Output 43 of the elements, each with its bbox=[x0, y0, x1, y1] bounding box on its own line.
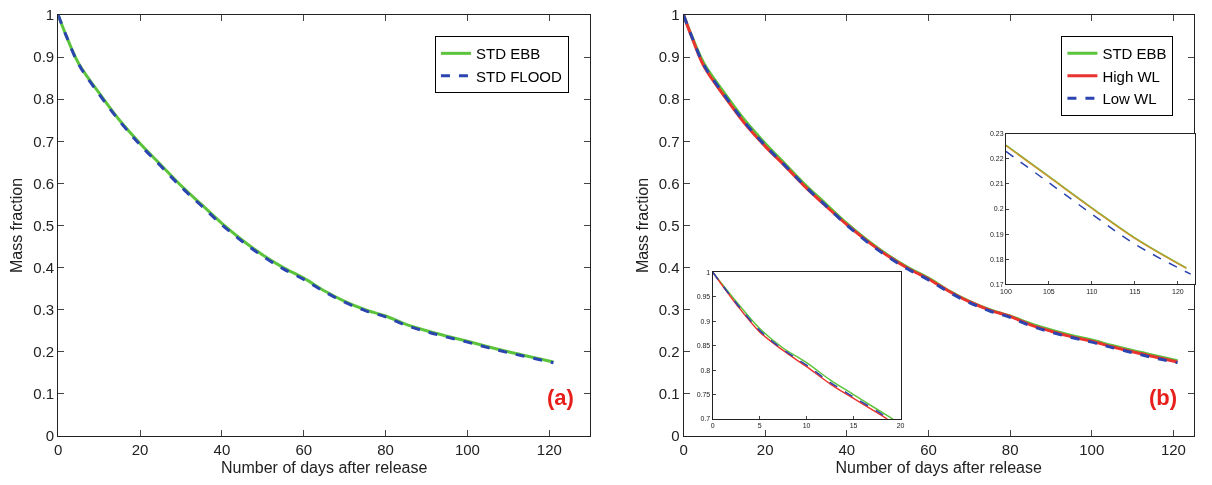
y-tick-label: 0.9 bbox=[658, 48, 680, 66]
x-tick-label: 60 bbox=[920, 441, 937, 459]
y-tick-label: 0.9 bbox=[33, 48, 55, 66]
x-tick-label: 20 bbox=[756, 441, 774, 459]
x-tick-label: 100 bbox=[1079, 441, 1105, 459]
y-tick-label: 1 bbox=[45, 6, 55, 24]
y-tick-label: 0.2 bbox=[658, 343, 680, 361]
y-tick-label: 0.6 bbox=[658, 174, 680, 192]
x-tick-label: 60 bbox=[295, 441, 313, 459]
y-tick-label: 0.7 bbox=[33, 132, 55, 150]
legend-label: STD EBB bbox=[1102, 45, 1167, 63]
annotation: (a) bbox=[547, 385, 574, 410]
y-tick-label: 0.1 bbox=[33, 385, 55, 403]
y-tick-label: 0.6 bbox=[33, 174, 55, 192]
x-axis-title: Number of days after release bbox=[221, 458, 428, 476]
y-tick-label: 0.3 bbox=[33, 300, 55, 318]
y-tick-label: 0.5 bbox=[658, 216, 680, 234]
y-tick-label: 1 bbox=[671, 6, 680, 24]
y-tick-label: 0.8 bbox=[658, 90, 680, 108]
x-tick-label: 40 bbox=[213, 441, 231, 459]
y-tick-label: 0.5 bbox=[33, 216, 55, 234]
y-tick-label: 0.3 bbox=[658, 300, 680, 318]
x-tick-label: 120 bbox=[1160, 441, 1186, 459]
y-axis-title: Mass fraction bbox=[633, 177, 651, 274]
x-tick-label: 20 bbox=[131, 441, 149, 459]
legend-label: STD FLOOD bbox=[475, 67, 562, 85]
y-tick-label: 0.7 bbox=[658, 132, 680, 150]
legend-label: STD EBB bbox=[475, 45, 541, 63]
x-tick-label: 40 bbox=[838, 441, 856, 459]
x-tick-label: 100 bbox=[454, 441, 480, 459]
annotation: (b) bbox=[1149, 385, 1178, 410]
legend-label: Low WL bbox=[1102, 90, 1157, 108]
y-tick-label: 0.1 bbox=[658, 385, 680, 403]
y-tick-label: 0.2 bbox=[33, 343, 55, 361]
x-tick-label: 120 bbox=[536, 441, 562, 459]
x-tick-label: 80 bbox=[1001, 441, 1019, 459]
legend-label: High WL bbox=[1102, 67, 1160, 85]
x-axis-title: Number of days after release bbox=[835, 458, 1042, 476]
y-tick-label: 0.4 bbox=[33, 258, 55, 276]
y-tick-label: 0.4 bbox=[658, 258, 680, 276]
y-tick-label: 0.8 bbox=[33, 90, 55, 108]
y-axis-title: Mass fraction bbox=[8, 177, 26, 274]
x-tick-label: 80 bbox=[377, 441, 394, 459]
